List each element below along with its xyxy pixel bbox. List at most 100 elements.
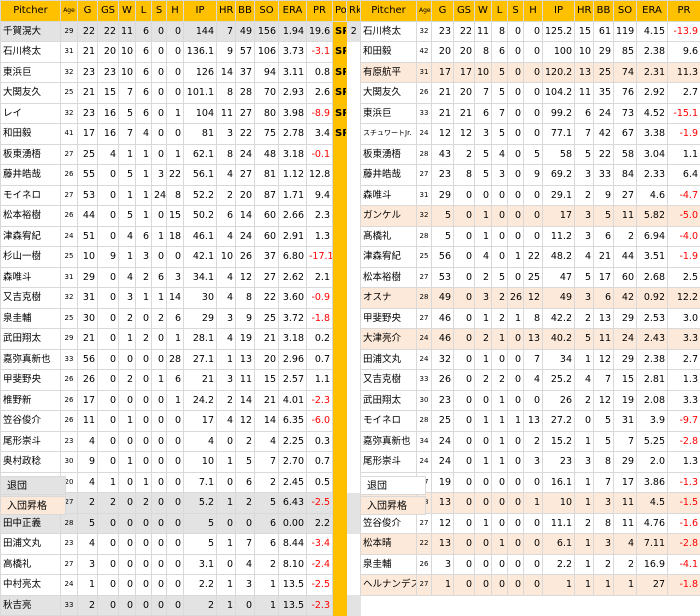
position-cell: [333, 185, 347, 206]
stat-cell: 2: [614, 554, 637, 575]
position-cell: [333, 247, 347, 268]
stat-cell: 42.2: [543, 308, 575, 329]
legend-joined-promoted-right: 入団昇格: [360, 496, 426, 515]
stat-cell: 3.18: [279, 329, 307, 350]
stat-cell: 1: [152, 288, 167, 309]
stat-cell: -8.9: [307, 103, 333, 124]
stat-cell: 0: [217, 513, 236, 534]
position-cell: [333, 534, 347, 555]
stat-cell: 13: [432, 493, 454, 514]
stat-cell: 11: [575, 83, 594, 104]
stat-cell: 3: [575, 165, 594, 186]
stat-cell: 0: [98, 575, 119, 596]
stat-cell: 6: [217, 206, 236, 227]
stat-cell: 1: [508, 308, 524, 329]
stat-cell: 11: [614, 513, 637, 534]
stat-cell: 2.45: [279, 472, 307, 493]
stat-cell: 60: [255, 226, 279, 247]
stat-cell: 1.94: [279, 21, 307, 42]
stat-cell: 3: [575, 452, 594, 473]
stat-cell: 0: [454, 206, 475, 227]
stat-cell: 3.4: [307, 124, 333, 145]
stat-cell: 4.5: [637, 493, 668, 514]
position-cell: [333, 370, 347, 391]
col-header: S: [152, 1, 167, 22]
stat-cell: 81: [184, 124, 217, 145]
stat-cell: 3.3: [668, 390, 700, 411]
stat-cell: 5: [236, 452, 255, 473]
stat-cell: 2.2: [307, 513, 333, 534]
age-cell: 26: [61, 370, 78, 391]
stat-cell: 2: [575, 185, 594, 206]
stat-cell: 2: [98, 493, 119, 514]
stat-cell: 3: [217, 124, 236, 145]
stat-cell: 4: [136, 124, 152, 145]
stat-cell: 6.4: [668, 165, 700, 186]
stat-cell: 17: [78, 390, 98, 411]
stat-cell: 17: [454, 62, 475, 83]
stat-cell: 0: [508, 390, 524, 411]
stat-cell: 29: [184, 308, 217, 329]
stat-cell: 0: [475, 534, 492, 555]
stat-cell: 2.0: [637, 452, 668, 473]
stat-cell: 9: [217, 42, 236, 63]
stat-cell: 87: [255, 185, 279, 206]
stat-cell: 0: [492, 247, 508, 268]
stat-cell: 2: [454, 144, 475, 165]
stat-cell: 3: [432, 554, 454, 575]
stat-cell: 73: [614, 103, 637, 124]
stat-cell: 2: [594, 554, 614, 575]
stat-cell: 29: [614, 308, 637, 329]
stat-cell: 24: [236, 144, 255, 165]
stat-cell: 0: [98, 452, 119, 473]
col-header: SO: [255, 1, 279, 22]
age-cell: 33: [61, 349, 78, 370]
stat-cell: 5: [492, 62, 508, 83]
stat-cell: 0: [475, 575, 492, 596]
stat-cell: 0: [167, 62, 184, 83]
stat-cell: 0: [152, 554, 167, 575]
stat-cell: 23: [432, 165, 454, 186]
stat-cell: 11: [236, 370, 255, 391]
stat-cell: 1: [167, 390, 184, 411]
stat-cell: 58: [614, 144, 637, 165]
rank-cell: [347, 206, 361, 227]
stat-cell: 3: [78, 554, 98, 575]
stat-cell: 0: [136, 411, 152, 432]
pitcher-name: 又吉克樹: [361, 370, 417, 391]
stat-cell: 4: [217, 329, 236, 350]
age-cell: 24: [417, 349, 432, 370]
age-cell: 25: [61, 308, 78, 329]
stat-cell: 0: [119, 513, 136, 534]
stat-cell: 1: [167, 144, 184, 165]
stat-cell: 1: [98, 472, 119, 493]
col-header: ERA: [637, 1, 668, 22]
stat-cell: 28.1: [184, 329, 217, 350]
pitcher-name: 藤井皓哉: [1, 165, 61, 186]
stat-cell: 49: [543, 288, 575, 309]
pitcher-name: 石川柊太: [361, 21, 417, 42]
stat-cell: -1.9: [668, 124, 700, 145]
position-cell: [333, 493, 347, 514]
pitcher-name: 松本裕樹: [1, 206, 61, 227]
stat-cell: 60: [255, 206, 279, 227]
stat-cell: 2: [136, 267, 152, 288]
pitcher-name: 森唯斗: [1, 267, 61, 288]
stat-cell: 17: [594, 267, 614, 288]
pitcher-name: 田中正義: [1, 513, 61, 534]
stat-cell: 2: [475, 267, 492, 288]
rank-cell: [347, 83, 361, 104]
stat-cell: 27: [614, 185, 637, 206]
rank-cell: 2: [347, 21, 361, 42]
pitcher-name: 椎野新: [1, 390, 61, 411]
stat-cell: 0: [524, 21, 543, 42]
stat-cell: -2.8: [668, 534, 700, 555]
stat-cell: 0: [119, 472, 136, 493]
stat-cell: 0: [167, 554, 184, 575]
